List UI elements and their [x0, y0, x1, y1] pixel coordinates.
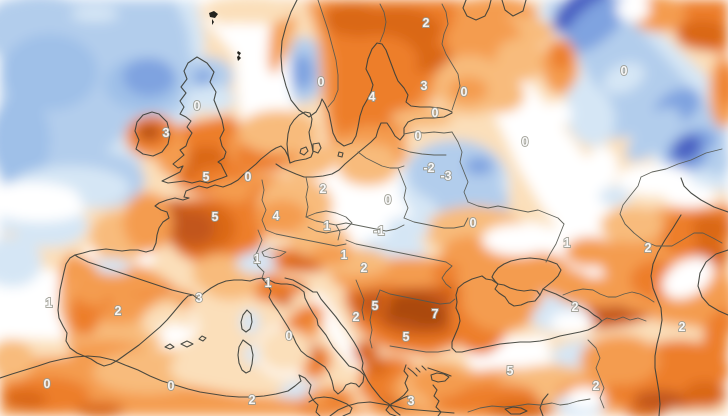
svg-text:7: 7 — [432, 307, 439, 321]
svg-text:2: 2 — [320, 182, 327, 196]
svg-text:2: 2 — [679, 320, 686, 334]
svg-text:2: 2 — [423, 16, 430, 30]
svg-text:0: 0 — [432, 106, 439, 120]
svg-text:-2: -2 — [423, 161, 434, 175]
svg-text:1: 1 — [341, 248, 348, 262]
svg-text:2: 2 — [249, 393, 256, 407]
svg-text:0: 0 — [621, 64, 628, 78]
svg-text:1: 1 — [46, 296, 53, 310]
svg-text:-1: -1 — [373, 224, 384, 238]
svg-text:2: 2 — [353, 310, 360, 324]
svg-text:2: 2 — [645, 241, 652, 255]
svg-text:0: 0 — [415, 129, 422, 143]
svg-text:5: 5 — [507, 364, 514, 378]
svg-text:5: 5 — [403, 330, 410, 344]
svg-text:2: 2 — [572, 300, 579, 314]
svg-text:5: 5 — [372, 299, 379, 313]
svg-text:3: 3 — [196, 291, 203, 305]
svg-text:0: 0 — [522, 135, 529, 149]
svg-text:0: 0 — [44, 377, 51, 391]
svg-text:2: 2 — [361, 261, 368, 275]
svg-text:0: 0 — [470, 216, 477, 230]
svg-text:4: 4 — [273, 209, 280, 223]
svg-text:0: 0 — [194, 99, 201, 113]
svg-text:2: 2 — [593, 379, 600, 393]
svg-text:0: 0 — [245, 170, 252, 184]
svg-text:0: 0 — [286, 329, 293, 343]
svg-text:3: 3 — [421, 79, 428, 93]
svg-text:3: 3 — [163, 126, 170, 140]
svg-text:0: 0 — [461, 85, 468, 99]
svg-text:0: 0 — [168, 379, 175, 393]
svg-text:5: 5 — [212, 210, 219, 224]
svg-text:0: 0 — [318, 75, 325, 89]
svg-text:5: 5 — [203, 170, 210, 184]
svg-text:2: 2 — [115, 304, 122, 318]
svg-text:-3: -3 — [440, 169, 451, 183]
svg-text:1: 1 — [564, 236, 571, 250]
svg-text:4: 4 — [369, 90, 376, 104]
svg-text:3: 3 — [408, 394, 415, 408]
svg-text:1: 1 — [265, 276, 272, 290]
svg-text:0: 0 — [385, 193, 392, 207]
svg-text:1: 1 — [324, 219, 331, 233]
svg-text:1: 1 — [254, 252, 261, 266]
